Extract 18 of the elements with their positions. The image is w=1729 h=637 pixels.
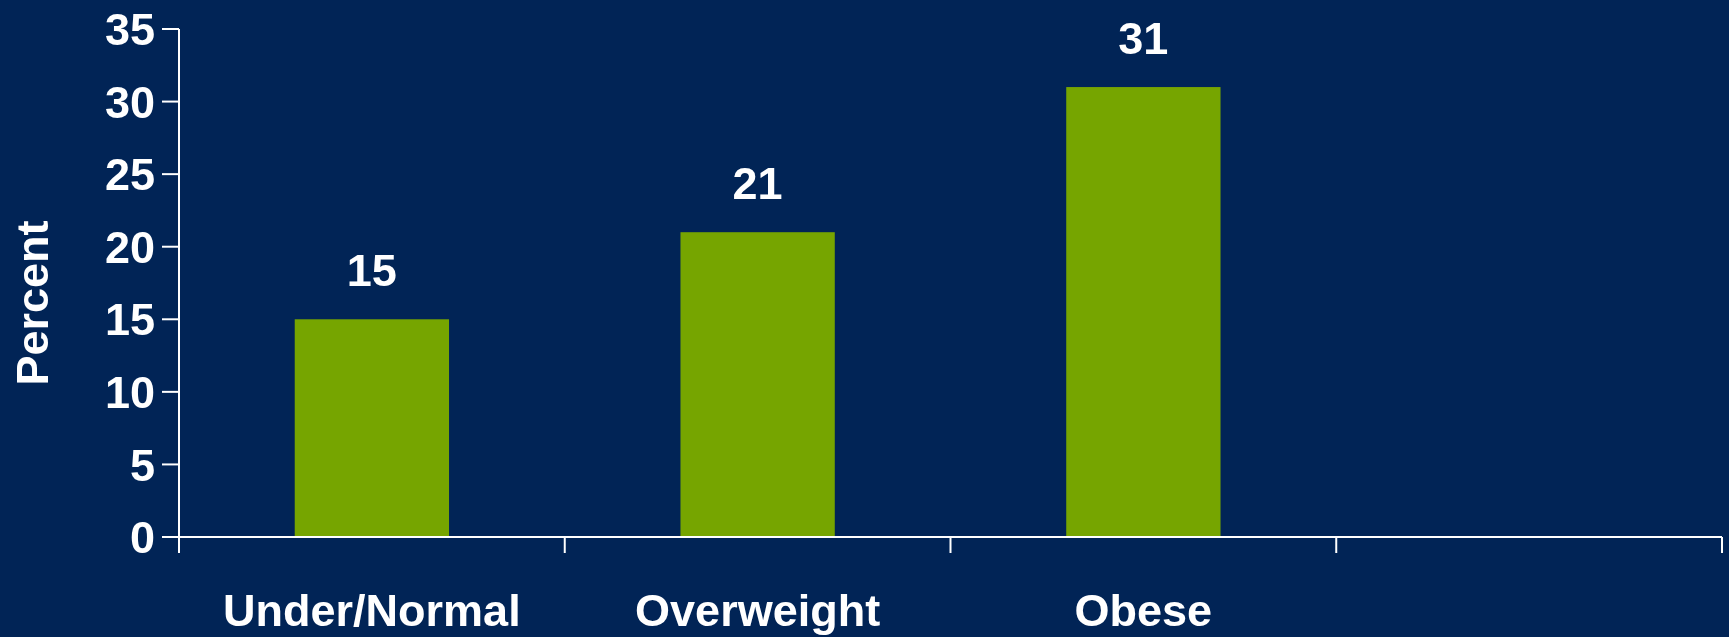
y-tick-label: 10: [104, 367, 155, 419]
x-tick-label: Overweight: [635, 585, 881, 636]
bar: [680, 232, 835, 537]
y-tick-label: 25: [104, 149, 155, 201]
y-tick-label: 35: [104, 4, 155, 56]
bar: [294, 319, 450, 537]
data-label: 31: [1118, 13, 1169, 65]
y-tick-label: 30: [104, 76, 155, 128]
y-tick-label: 15: [104, 294, 155, 346]
data-label: 15: [346, 245, 397, 297]
bar: [1066, 87, 1221, 537]
y-axis-title: Percent: [7, 220, 58, 386]
data-label: 21: [732, 158, 783, 210]
y-tick-label: 20: [104, 221, 155, 273]
x-tick-label: Obese: [1074, 585, 1213, 636]
y-tick-label: 5: [129, 439, 155, 491]
y-tick-label: 0: [129, 512, 155, 564]
x-tick-label: Under/Normal: [223, 585, 521, 636]
